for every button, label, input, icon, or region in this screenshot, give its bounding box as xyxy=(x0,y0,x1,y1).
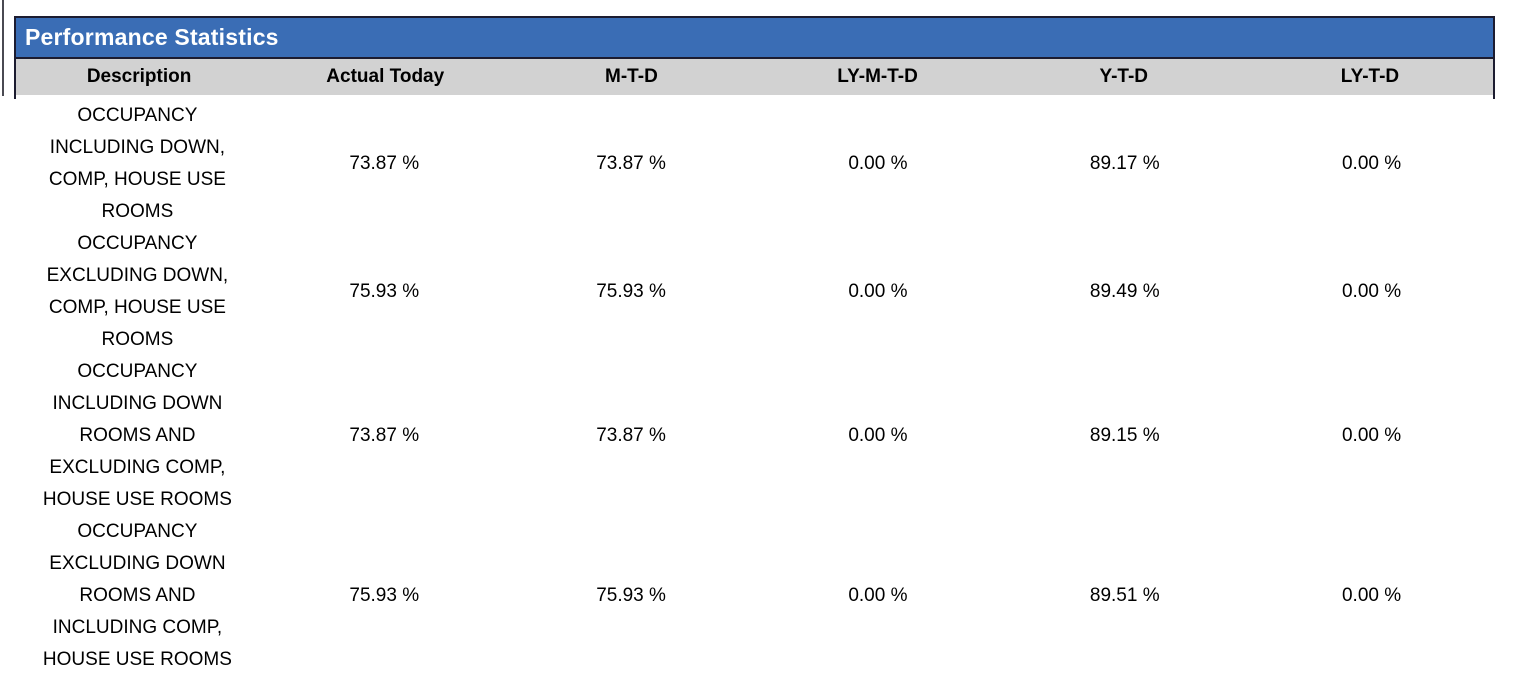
value-cell-ly-mtd: 0.00 % xyxy=(848,425,908,446)
table-row: OCCUPANCY INCLUDING DOWN ROOMS AND EXCLU… xyxy=(14,356,1495,516)
value-cell-actual-today: 73.87 % xyxy=(349,425,420,446)
report-body: OCCUPANCY INCLUDING DOWN, COMP, HOUSE US… xyxy=(14,99,1495,676)
value-cell-mtd: 75.93 % xyxy=(596,281,666,302)
column-header-description: Description xyxy=(86,66,192,87)
value-cell-actual-today: 75.93 % xyxy=(349,585,420,606)
report-title: Performance Statistics xyxy=(25,24,279,50)
report-title-bar: Performance Statistics xyxy=(16,18,1493,59)
value-cell-ytd: 89.49 % xyxy=(1089,281,1160,302)
description-cell: OCCUPANCY INCLUDING DOWN ROOMS AND EXCLU… xyxy=(42,361,232,510)
table-row: OCCUPANCY INCLUDING DOWN, COMP, HOUSE US… xyxy=(14,100,1495,228)
column-header-ly-td: LY-T-D xyxy=(1340,66,1400,87)
value-cell-ly-td: 0.00 % xyxy=(1341,585,1402,606)
value-cell-mtd: 73.87 % xyxy=(596,425,666,446)
value-cell-ly-mtd: 0.00 % xyxy=(848,585,908,606)
value-cell-ytd: 89.15 % xyxy=(1089,425,1160,446)
description-cell: OCCUPANCY EXCLUDING DOWN, COMP, HOUSE US… xyxy=(46,233,229,350)
value-cell-ytd: 89.51 % xyxy=(1089,585,1160,606)
value-cell-actual-today: 75.93 % xyxy=(349,281,420,302)
value-cell-actual-today: 73.87 % xyxy=(349,153,420,174)
column-header-ly-mtd: LY-M-T-D xyxy=(837,66,918,87)
performance-statistics-section: Performance Statistics Description Actua… xyxy=(14,16,1495,676)
table-row: OCCUPANCY EXCLUDING DOWN, COMP, HOUSE US… xyxy=(14,228,1495,356)
value-cell-ly-td: 0.00 % xyxy=(1341,281,1402,302)
header-frame-bottom-gap xyxy=(16,95,1493,99)
column-header-mtd: M-T-D xyxy=(605,66,658,87)
value-cell-ytd: 89.17 % xyxy=(1089,153,1160,174)
description-cell: OCCUPANCY EXCLUDING DOWN ROOMS AND INCLU… xyxy=(42,521,232,670)
value-cell-ly-mtd: 0.00 % xyxy=(848,281,908,302)
value-cell-mtd: 75.93 % xyxy=(596,585,666,606)
column-header-actual-today: Actual Today xyxy=(326,66,445,87)
value-cell-ly-td: 0.00 % xyxy=(1341,153,1402,174)
report-header-frame: Performance Statistics Description Actua… xyxy=(14,16,1495,99)
table-row: OCCUPANCY EXCLUDING DOWN ROOMS AND INCLU… xyxy=(14,516,1495,676)
column-header-ytd: Y-T-D xyxy=(1099,66,1149,87)
value-cell-ly-mtd: 0.00 % xyxy=(848,153,908,174)
description-cell: OCCUPANCY INCLUDING DOWN, COMP, HOUSE US… xyxy=(48,105,226,222)
value-cell-mtd: 73.87 % xyxy=(596,153,666,174)
value-cell-ly-td: 0.00 % xyxy=(1341,425,1402,446)
left-edge-artifact-line xyxy=(2,0,4,96)
column-header-row: Description Actual Today M-T-D LY-M-T-D … xyxy=(16,59,1493,95)
